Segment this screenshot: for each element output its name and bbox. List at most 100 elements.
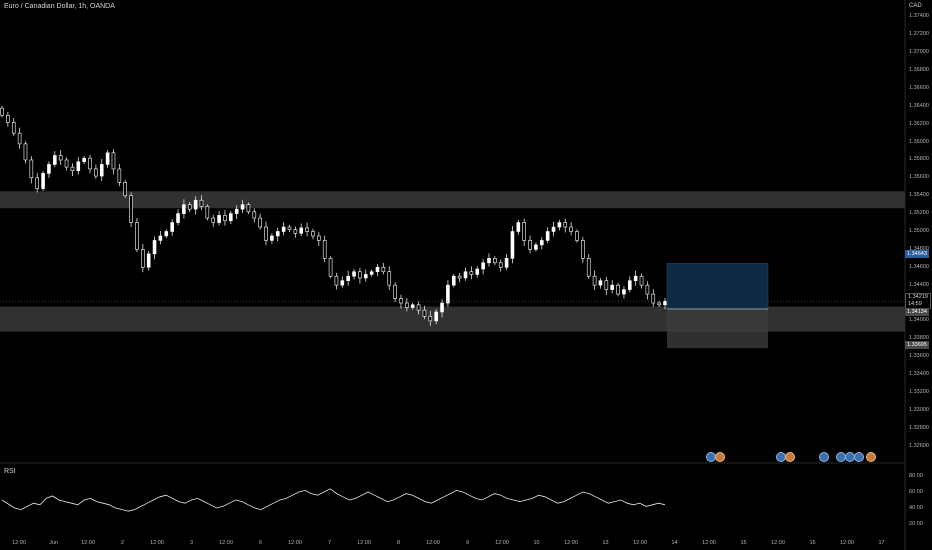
- rsi-label[interactable]: RSI: [4, 468, 16, 475]
- price-tick: 1.32600: [909, 442, 929, 449]
- zones-layer: [0, 191, 905, 332]
- candle-body: [651, 293, 656, 304]
- flag-icon[interactable]: [854, 452, 864, 462]
- time-tick: 12:00: [357, 540, 371, 546]
- candle-body: [23, 143, 28, 161]
- candle-body: [346, 275, 350, 281]
- rsi-layer: [1, 488, 666, 512]
- flag-icon[interactable]: [819, 452, 829, 462]
- candle-body: [187, 204, 192, 210]
- candle-body: [627, 280, 632, 290]
- candle-body: [17, 132, 22, 145]
- time-tick: 15: [740, 540, 747, 546]
- candle-body: [94, 168, 98, 177]
- flag-icon[interactable]: [715, 452, 725, 462]
- price-tick: 1.36000: [909, 138, 929, 145]
- time-tick: 9: [465, 540, 470, 546]
- rsi-tick: 20.00: [909, 520, 923, 527]
- candle-body: [223, 215, 227, 222]
- candle-body: [633, 275, 638, 281]
- candle-body: [211, 217, 216, 223]
- candles-layer: [0, 105, 905, 326]
- candle-body: [281, 226, 286, 232]
- candle-body: [369, 271, 374, 275]
- price-tick: 1.35600: [909, 174, 929, 181]
- candle-body: [622, 289, 626, 295]
- rsi-tick: 40.00: [909, 504, 923, 511]
- time-tick: 12:00: [840, 540, 854, 546]
- candle-body: [534, 244, 538, 250]
- candle-body: [11, 122, 16, 134]
- candle-body: [598, 280, 603, 286]
- candle-body: [6, 114, 10, 123]
- candle-body: [205, 206, 210, 219]
- support-zone: [0, 306, 905, 332]
- candle-body: [217, 215, 221, 223]
- candle-body: [616, 284, 620, 295]
- candle-body: [152, 240, 157, 255]
- candle-body: [129, 195, 133, 223]
- candle-body: [387, 271, 392, 286]
- price-tick: 1.35200: [909, 210, 929, 217]
- candle-body: [563, 222, 568, 228]
- chart-title[interactable]: Euro / Canadian Dollar, 1h, OANDA: [4, 3, 115, 10]
- time-tick: 12:00: [771, 540, 785, 546]
- candle-body: [258, 217, 262, 228]
- candle-body: [41, 173, 45, 189]
- time-tick: 17: [878, 540, 885, 546]
- time-tick: 12:00: [288, 540, 302, 546]
- candle-body: [481, 262, 485, 270]
- candle-body: [246, 204, 251, 213]
- price-tick: 1.33400: [909, 371, 929, 378]
- candle-body: [440, 302, 444, 313]
- candle-body: [170, 222, 174, 232]
- candle-body: [446, 284, 450, 304]
- price-tick: 1.33800: [909, 335, 929, 342]
- candle-body: [158, 235, 163, 241]
- candle-body: [76, 161, 81, 172]
- flag-icon[interactable]: [866, 452, 876, 462]
- candle-body: [545, 231, 550, 241]
- candle-body: [311, 231, 315, 237]
- price-tick: 1.35400: [909, 192, 929, 199]
- current-price-tag: 1.34219 14:59: [905, 293, 931, 309]
- position-tool-layer: [666, 263, 769, 349]
- candle-body: [287, 226, 292, 231]
- price-tick: 1.36400: [909, 102, 929, 109]
- candle-body: [164, 231, 169, 237]
- time-tick: 12:00: [81, 540, 95, 546]
- candle-body: [516, 222, 521, 232]
- price-tick: 1.34800: [909, 245, 929, 252]
- flag-icon[interactable]: [785, 452, 795, 462]
- candle-body: [234, 208, 239, 214]
- target-price-tag: 1.34643: [905, 250, 929, 258]
- candle-body: [493, 258, 497, 264]
- price-tick: 1.32800: [909, 424, 929, 431]
- candle-body: [352, 271, 356, 277]
- resistance-zone: [0, 191, 905, 209]
- stop-price-tag: 1.33695: [905, 341, 929, 349]
- entry-price-tag: 1.34134: [905, 308, 929, 316]
- price-tick: 1.36600: [909, 84, 929, 91]
- candle-body: [358, 271, 362, 279]
- candle-body: [252, 211, 257, 219]
- candle-body: [70, 166, 75, 172]
- candle-body: [463, 271, 468, 279]
- candle-body: [64, 159, 69, 168]
- candle-body: [199, 199, 204, 207]
- rsi-tick: 60.00: [909, 488, 923, 495]
- candle-body: [317, 235, 321, 241]
- candle-body: [581, 240, 585, 259]
- candle-body: [586, 258, 591, 277]
- price-tick: 1.34400: [909, 281, 929, 288]
- time-tick: 12:00: [564, 540, 578, 546]
- price-tick: 1.33600: [909, 353, 929, 360]
- candle-body: [657, 302, 661, 306]
- candle-body: [428, 316, 433, 322]
- candle-body: [328, 258, 333, 277]
- candle-body: [123, 182, 128, 197]
- price-tick: 1.35000: [909, 228, 929, 234]
- candle-body: [604, 280, 609, 290]
- candle-body: [29, 159, 34, 179]
